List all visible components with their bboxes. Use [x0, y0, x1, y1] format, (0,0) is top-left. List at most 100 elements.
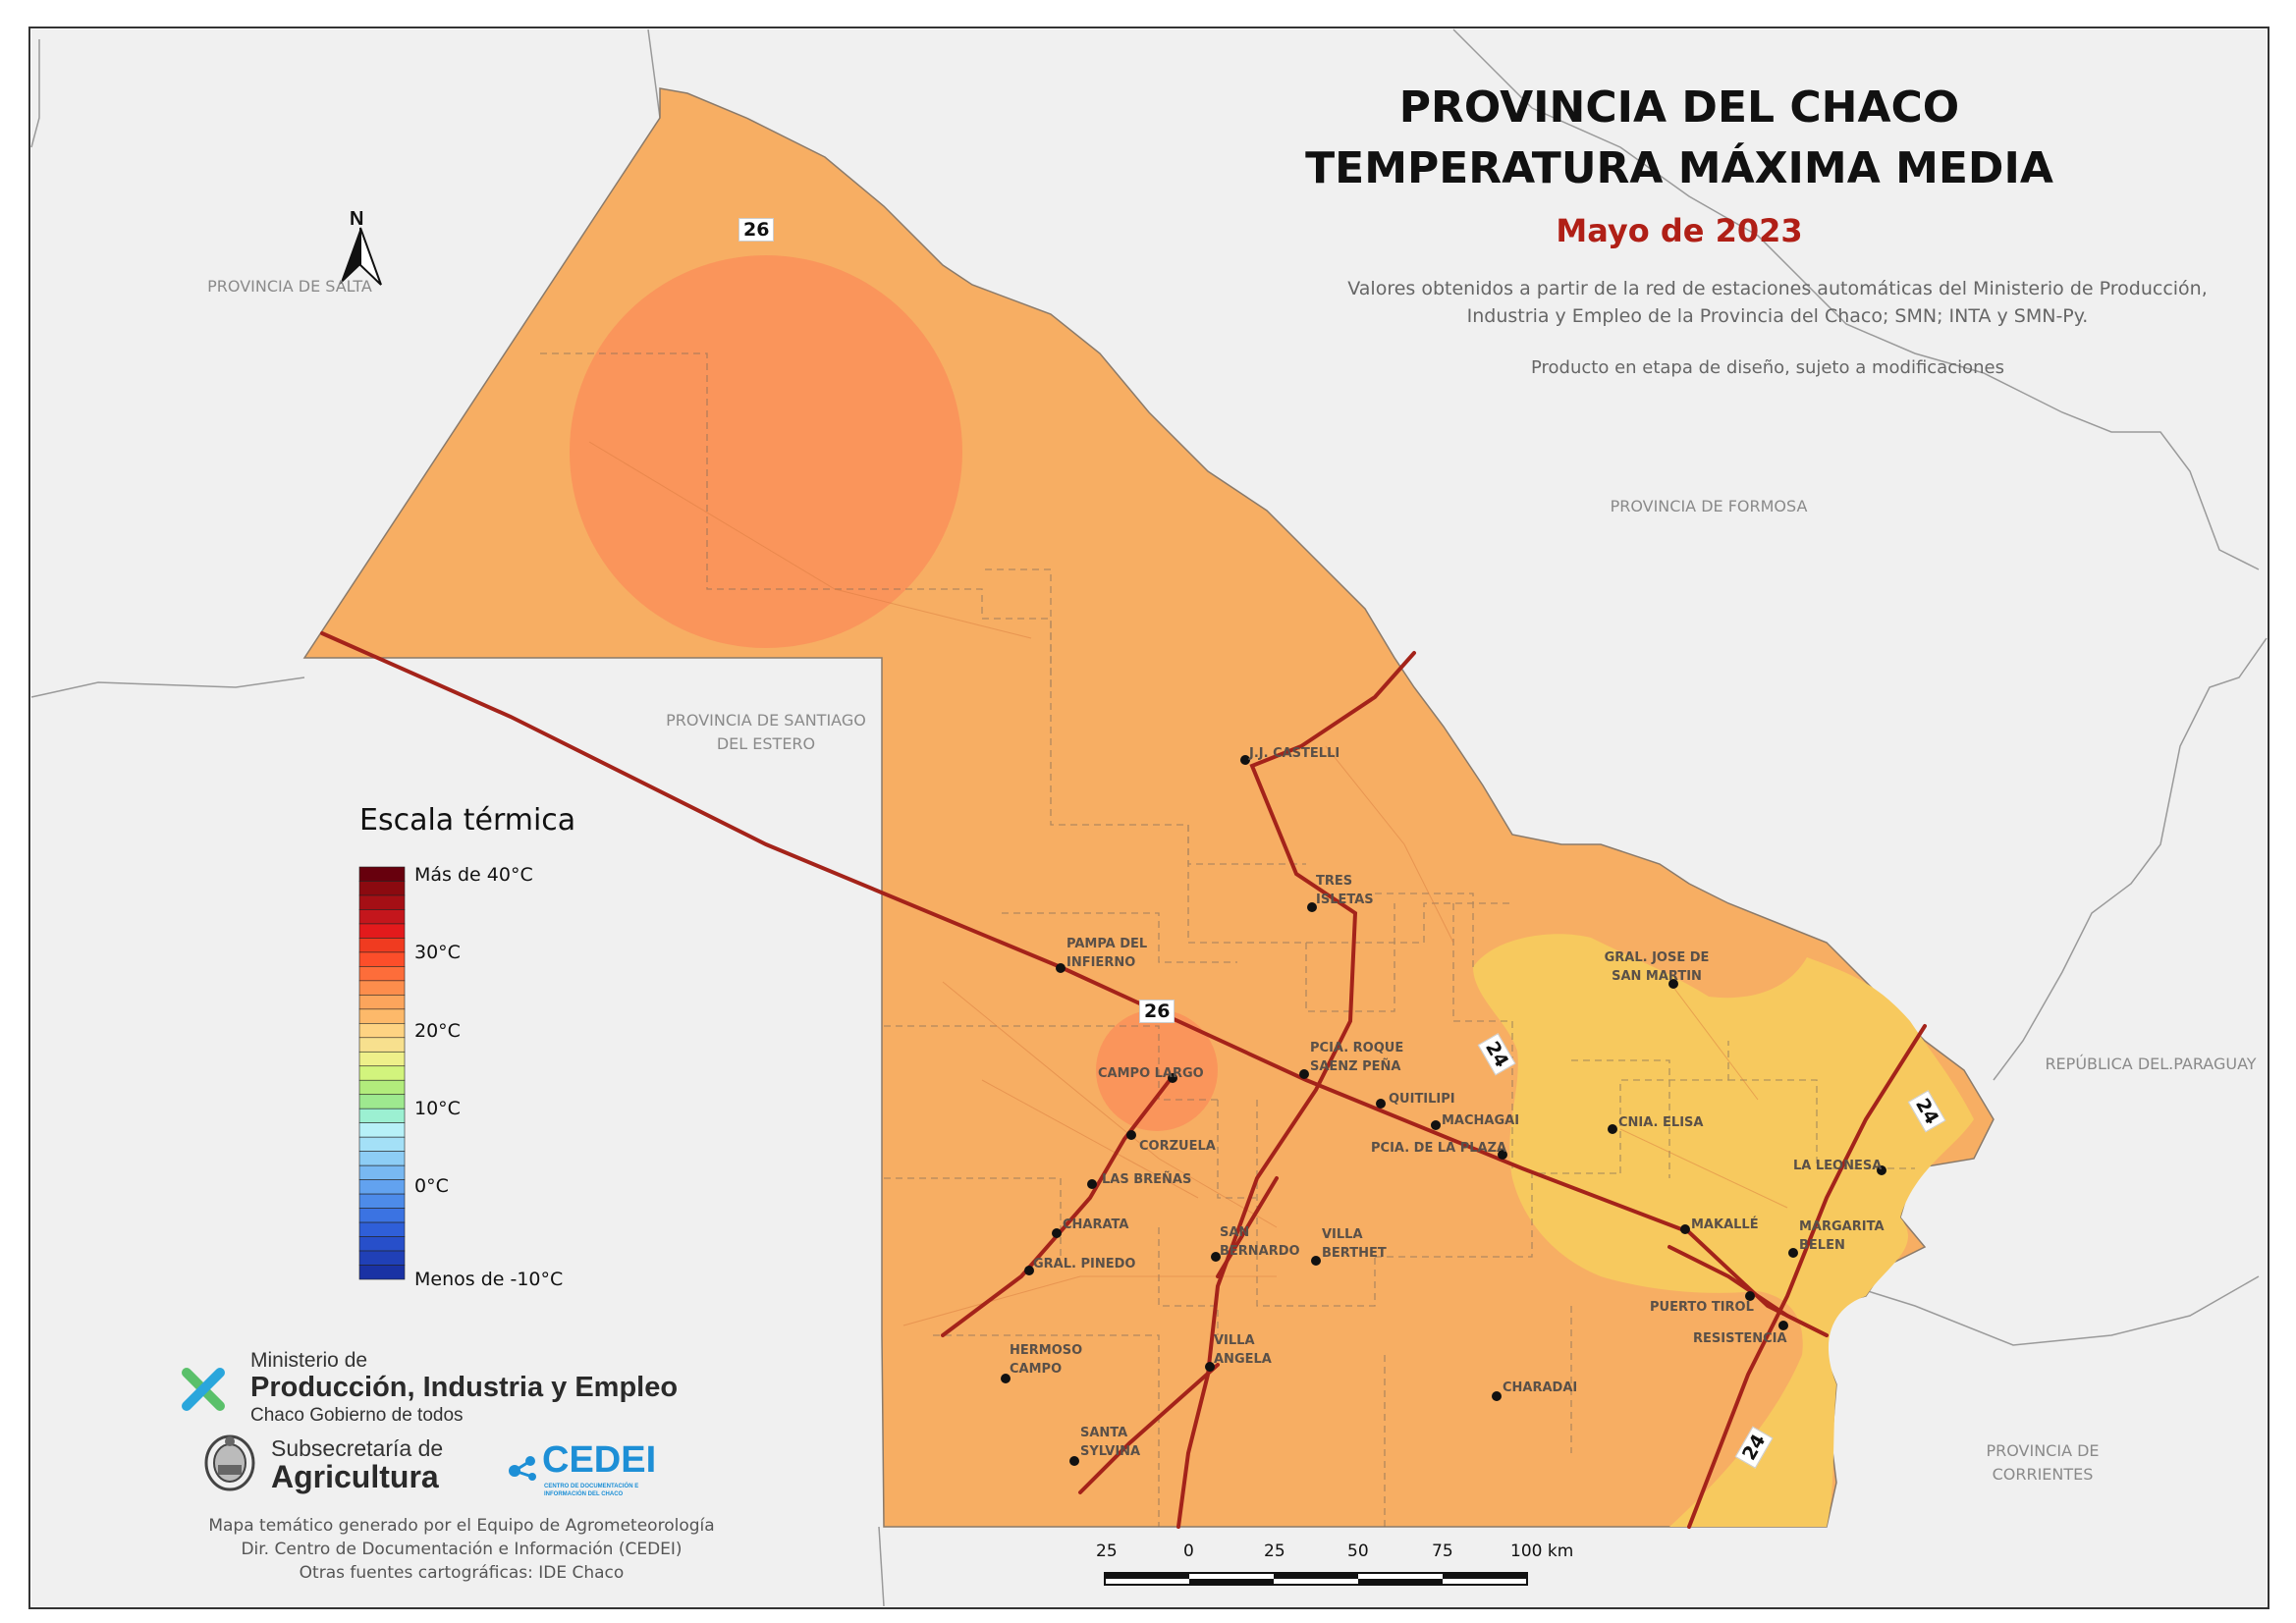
cedei-subtitle: CENTRO DE DOCUMENTACIÓN E INFORMACIÓN DE…: [544, 1484, 639, 1497]
legend-swatch: [358, 1065, 406, 1081]
city-label: GRAL. JOSE DE SAN MARTIN: [1604, 950, 1710, 984]
scale-label: 75: [1432, 1542, 1453, 1561]
city-label: VILLA BERTHET: [1322, 1227, 1387, 1261]
city-dot: [1311, 1256, 1321, 1266]
legend-swatch: [358, 1108, 406, 1123]
city-label: PCIA. DE LA PLAZA: [1371, 1141, 1507, 1156]
subsecretaria-prefix: Subsecretaría de: [271, 1435, 444, 1461]
region-paraguay: REPÚBLICA DEL.PARAGUAY: [2045, 1055, 2257, 1073]
legend-label-0: 0°C: [414, 1175, 449, 1197]
city-dot: [1087, 1179, 1097, 1189]
city-dot: [1431, 1120, 1441, 1130]
legend-swatch: [358, 1250, 406, 1266]
province-seal-icon: [200, 1432, 259, 1494]
subsecretaria-name: Agricultura: [271, 1459, 439, 1494]
city-label: LA LEONESA: [1793, 1159, 1883, 1173]
city-label: PAMPA DEL INFIERNO: [1066, 937, 1148, 970]
region-santiago: PROVINCIA DE SANTIAGO DEL ESTERO: [666, 711, 866, 753]
legend-swatch: [358, 938, 406, 953]
legend-swatch: [358, 1208, 406, 1223]
legend-swatch: [358, 909, 406, 925]
legend-swatch: [358, 1079, 406, 1096]
cedei-logo-icon: [505, 1443, 544, 1483]
legend-swatch: [358, 980, 406, 996]
north-label: N: [350, 208, 364, 230]
legend-label-30: 30°C: [414, 942, 461, 963]
city-dots: [1001, 755, 1886, 1466]
credit-line-3: Otras fuentes cartográficas: IDE Chaco: [299, 1563, 625, 1583]
legend-swatch: [358, 1151, 406, 1166]
region-corrientes: PROVINCIA DE CORRIENTES: [1986, 1441, 2100, 1484]
city-dot: [1745, 1291, 1755, 1301]
zone-warm-northwest: [570, 255, 962, 648]
credit-line-2: Dir. Centro de Documentación e Informaci…: [241, 1540, 683, 1559]
legend-swatch: [358, 966, 406, 982]
city-dot: [1168, 1073, 1177, 1083]
credits: Mapa temático generado por el Equipo de …: [167, 1514, 756, 1585]
draft-note: Producto en etapa de diseño, sujeto a mo…: [1530, 357, 2004, 378]
legend-label-min: Menos de -10°C: [414, 1269, 564, 1290]
city-dot: [1608, 1124, 1617, 1134]
region-salta: PROVINCIA DE SALTA: [207, 277, 372, 296]
legend-swatch: [358, 995, 406, 1010]
legend-swatch: [358, 1023, 406, 1039]
city-dot: [1877, 1165, 1886, 1175]
legend-swatch: [358, 951, 406, 967]
legend-swatch: [358, 923, 406, 939]
ministry-logo-icon: [179, 1365, 228, 1414]
legend-title: Escala térmica: [359, 803, 576, 838]
city-dot: [1788, 1248, 1798, 1258]
map-frame: [28, 27, 2269, 1609]
legend-swatch: [358, 1164, 406, 1180]
city-label: CNIA. ELISA: [1618, 1115, 1704, 1130]
legend-swatch: [358, 1051, 406, 1067]
route-26-north: 26: [738, 218, 775, 242]
north-arrow: [340, 227, 382, 286]
legend-swatch: [358, 1037, 406, 1053]
city-dot: [1024, 1266, 1034, 1275]
city-dot: [1052, 1228, 1062, 1238]
legend-swatch: [358, 1221, 406, 1237]
city-label: MACHAGAI: [1442, 1113, 1520, 1128]
city-dot: [1492, 1391, 1502, 1401]
city-label: CHARATA: [1063, 1217, 1129, 1232]
credit-line-1: Mapa temático generado por el Equipo de …: [208, 1516, 715, 1536]
city-dot: [1001, 1374, 1011, 1383]
legend-label-10: 10°C: [414, 1098, 461, 1119]
legend-swatch: [358, 1122, 406, 1138]
legend-label-20: 20°C: [414, 1020, 461, 1042]
city-label: QUITILIPI: [1389, 1092, 1455, 1107]
scale-label: 25: [1096, 1542, 1118, 1561]
city-dot: [1211, 1252, 1221, 1262]
zone-warm-campo-largo: [1096, 1009, 1218, 1131]
scale-label: 50: [1347, 1542, 1369, 1561]
route-26-center: 26: [1139, 1000, 1175, 1023]
legend-swatch: [358, 1265, 406, 1280]
city-dot: [1299, 1069, 1309, 1079]
scale-label: 100 km: [1510, 1542, 1574, 1561]
city-label: MARGARITA BELEN: [1799, 1219, 1885, 1253]
ministry-name: Producción, Industria y Empleo: [250, 1372, 679, 1403]
city-dot: [1056, 963, 1066, 973]
city-label: CAMPO LARGO: [1098, 1066, 1204, 1081]
source-note: Valores obtenidos a partir de la red de …: [1347, 278, 2208, 327]
cedei-name: CEDEI: [542, 1439, 657, 1481]
city-dot: [1376, 1099, 1386, 1109]
map-title-line2: TEMPERATURA MÁXIMA MEDIA: [1305, 143, 2053, 193]
city-dot: [1205, 1362, 1215, 1372]
legend-label-max: Más de 40°C: [414, 864, 533, 886]
city-label: CORZUELA: [1139, 1139, 1216, 1154]
legend-swatch: [358, 894, 406, 910]
legend-swatch: [358, 1008, 406, 1024]
city-label: HERMOSO CAMPO: [1010, 1343, 1083, 1377]
legend-swatch: [358, 1236, 406, 1252]
legend-swatch: [358, 1179, 406, 1195]
city-dot: [1126, 1130, 1136, 1140]
city-label: LAS BREÑAS: [1102, 1172, 1192, 1187]
city-label: SAN BERNARDO: [1220, 1225, 1300, 1259]
city-dot: [1778, 1321, 1788, 1330]
city-dot: [1680, 1224, 1690, 1234]
legend-swatch: [358, 1094, 406, 1109]
city-dot: [1307, 902, 1317, 912]
